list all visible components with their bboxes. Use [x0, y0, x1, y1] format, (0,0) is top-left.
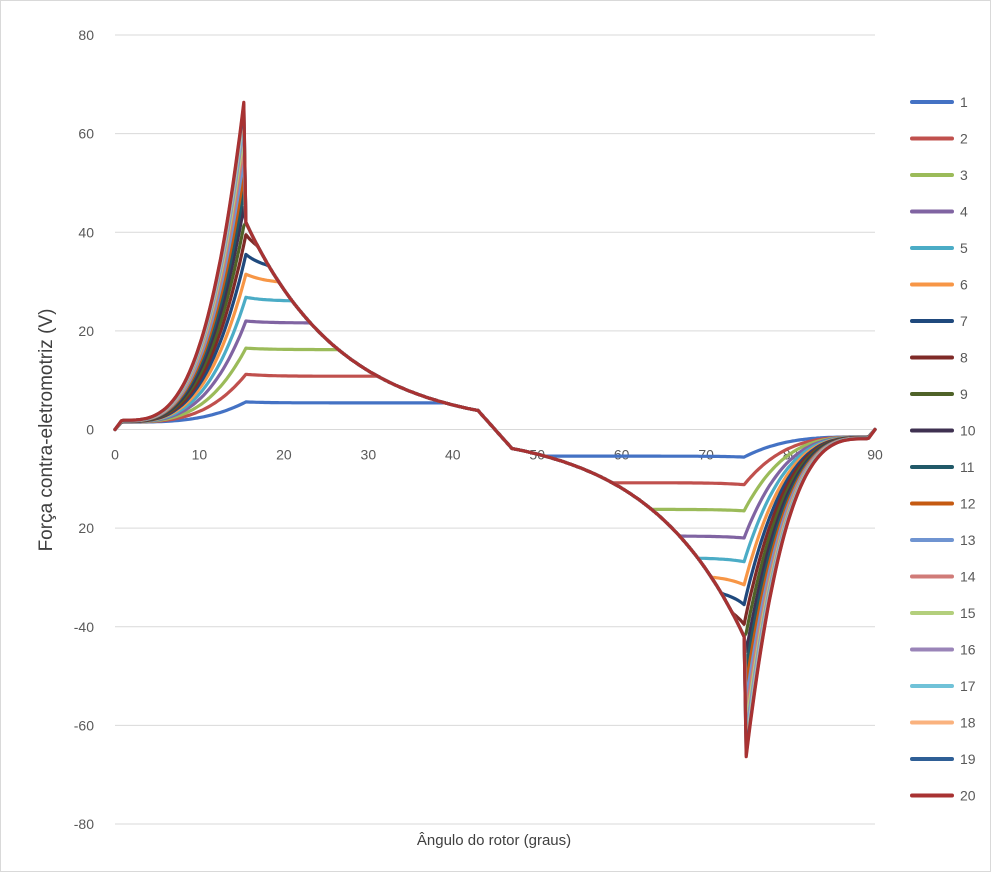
x-axis-title: Ângulo do rotor (graus)	[417, 832, 571, 849]
x-tick-label: 90	[867, 447, 883, 463]
legend-label: 1	[960, 94, 968, 110]
legend-label: 7	[960, 313, 968, 329]
y-tick-label: -80	[74, 816, 94, 832]
legend-label: 10	[960, 423, 976, 439]
series-line-20	[113, 100, 877, 759]
legend-label: 15	[960, 605, 976, 621]
legend-label: 2	[960, 131, 968, 147]
y-tick-label: -40	[74, 619, 94, 635]
x-tick-label: 30	[361, 447, 377, 463]
legend-label: 18	[960, 715, 976, 731]
y-tick-labels: 80 60 40 20 0 20 -40 -60 -80	[74, 27, 94, 832]
legend-label: 17	[960, 678, 976, 694]
x-tick-label: 70	[698, 447, 714, 463]
legend-label: 20	[960, 788, 976, 804]
y-tick-label: 20	[78, 323, 94, 339]
legend-label: 14	[960, 569, 976, 585]
y-tick-label: 60	[78, 126, 94, 142]
legend-label: 16	[960, 642, 976, 658]
y-tick-label: 80	[78, 27, 94, 43]
x-tick-label: 40	[445, 447, 461, 463]
legend-label: 8	[960, 350, 968, 366]
series-lines	[113, 100, 877, 759]
legend-label: 19	[960, 751, 976, 767]
y-tick-label: -60	[74, 717, 94, 733]
legend-label: 12	[960, 496, 976, 512]
legend-label: 13	[960, 532, 976, 548]
legend-label: 4	[960, 204, 968, 220]
x-tick-label: 0	[111, 447, 119, 463]
legend-label: 5	[960, 240, 968, 256]
legend-label: 11	[960, 459, 975, 475]
x-tick-label: 20	[276, 447, 292, 463]
y-axis-title: Força contra-eletromotriz (V)	[36, 309, 57, 552]
legend-label: 9	[960, 386, 968, 402]
x-tick-label: 10	[192, 447, 208, 463]
legend-label: 3	[960, 167, 968, 183]
y-tick-label: 20	[78, 520, 94, 536]
legend-label: 6	[960, 277, 968, 293]
y-tick-label: 0	[86, 422, 94, 438]
y-tick-label: 40	[78, 224, 94, 240]
